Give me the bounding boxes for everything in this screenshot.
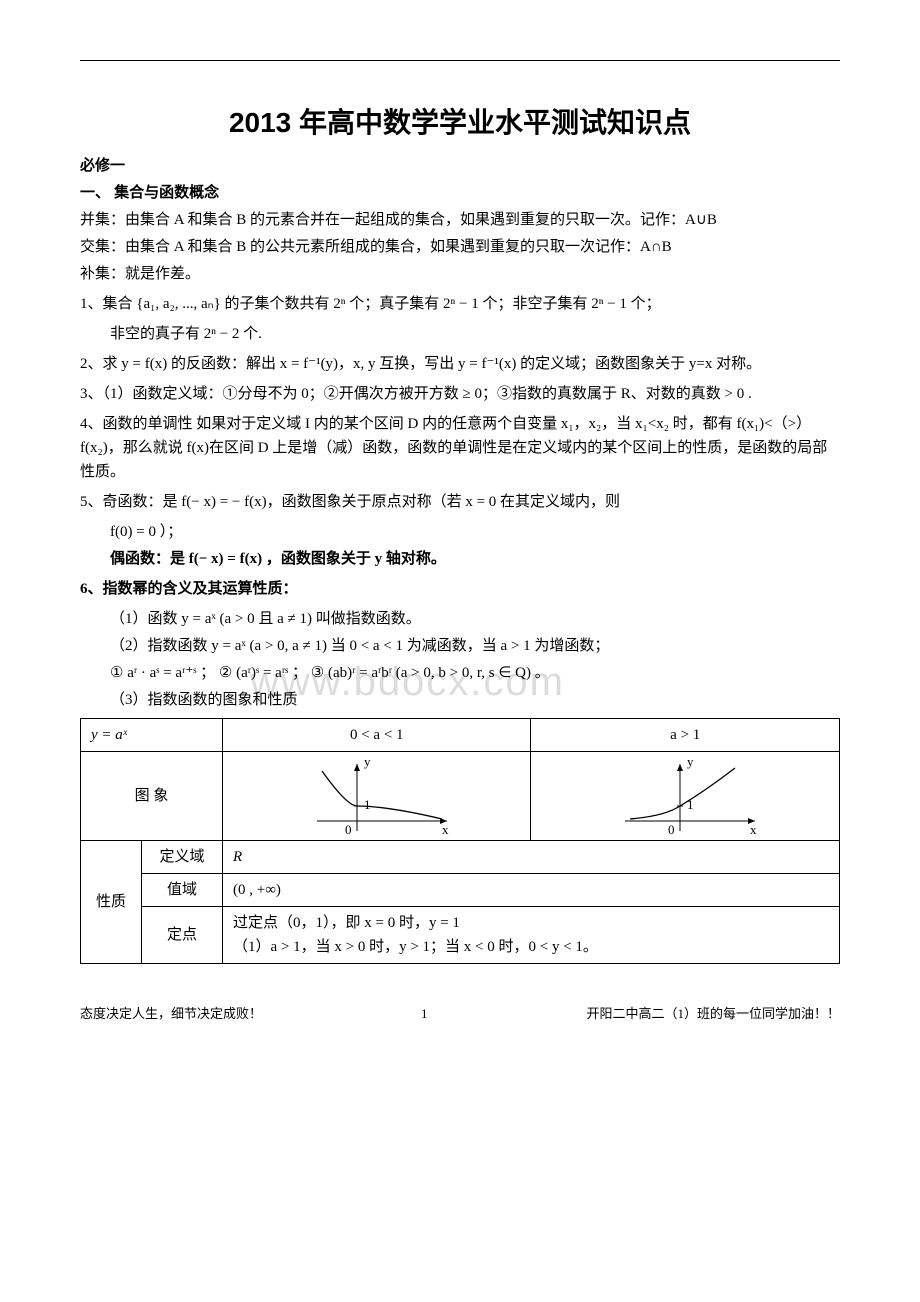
- item-4: 4、函数的单调性 如果对于定义域 I 内的某个区间 D 内的任意两个自变量 x₁…: [80, 412, 840, 484]
- footer-right: 开阳二中高二（1）班的每一位同学加油！！: [586, 1004, 840, 1025]
- cell-fixed-val: 过定点（0，1），即 x = 0 时，y = 1 （1）a > 1，当 x > …: [223, 906, 840, 963]
- item-6: 6、指数幂的含义及其运算性质：: [80, 577, 840, 601]
- item-1b: 非空的真子有 2ⁿ − 2 个.: [80, 322, 840, 346]
- item-1: 1、集合 {a₁, a₂, ..., aₙ} 的子集个数共有 2ⁿ 个；真子集有…: [80, 292, 840, 316]
- y-axis-label: y: [687, 756, 694, 769]
- cell-graph-inc: y x 1 0: [531, 751, 840, 840]
- book-label: 必修一: [80, 154, 840, 178]
- cell-range-label: 值域: [142, 873, 223, 906]
- item-2: 2、求 y = f(x) 的反函数：解出 x = f⁻¹(y)，x, y 互换，…: [80, 352, 840, 376]
- fixed-line1: 过定点（0，1），即 x = 0 时，y = 1: [233, 911, 829, 935]
- cell-func: y = aˣ: [81, 718, 223, 751]
- table-row: 值域 (0 , +∞): [81, 873, 840, 906]
- cell-case1: 0 < a < 1: [223, 718, 531, 751]
- item-5a: 5、奇函数：是 f(− x) = − f(x)，函数图象关于原点对称（若 x =…: [80, 490, 840, 514]
- table-row: y = aˣ 0 < a < 1 a > 1: [81, 718, 840, 751]
- cell-fixed-label: 定点: [142, 906, 223, 963]
- origin-label: 0: [345, 822, 352, 836]
- x-axis-label: x: [442, 822, 449, 836]
- table-row: 性质 定义域 R: [81, 840, 840, 873]
- item-5c-text: 偶函数：是 f(− x) = f(x) ，函数图象关于 y 轴对称。: [110, 551, 446, 567]
- top-rule: [80, 60, 840, 61]
- item-2-text: 2、求 y = f(x) 的反函数：解出 x = f⁻¹(y)，x, y 互换，…: [80, 356, 761, 372]
- y-axis-label: y: [364, 756, 371, 769]
- item-6-3: （3）指数函数的图象和性质: [80, 688, 840, 712]
- item-5b: f(0) = 0 ）；: [80, 520, 840, 544]
- tick-1: 1: [364, 797, 371, 812]
- footer-left: 态度决定人生，细节决定成败！: [80, 1004, 262, 1025]
- cell-graph-dec: y x 1 0: [223, 751, 531, 840]
- item-4-text: 4、函数的单调性 如果对于定义域 I 内的某个区间 D 内的任意两个自变量 x₁…: [80, 416, 827, 480]
- page-title: 2013 年高中数学学业水平测试知识点: [80, 101, 840, 146]
- graph-increasing: y x 1 0: [605, 756, 765, 836]
- item-6-2: （2）指数函数 y = aˣ (a > 0, a ≠ 1) 当 0 < a < …: [80, 634, 840, 658]
- item-3: 3、（1）函数定义域：①分母不为 0；②开偶次方被开方数 ≥ 0；③指数的真数属…: [80, 382, 840, 406]
- cell-graph-label: 图 象: [81, 751, 223, 840]
- cell-prop-label: 性质: [81, 840, 142, 963]
- cell-domain-label: 定义域: [142, 840, 223, 873]
- comp-def: 补集：就是作差。: [80, 262, 840, 286]
- item-5c: 偶函数：是 f(− x) = f(x) ，函数图象关于 y 轴对称。: [80, 547, 840, 571]
- origin-label: 0: [668, 822, 675, 836]
- tick-1: 1: [687, 797, 694, 812]
- graph-decreasing: y x 1 0: [297, 756, 457, 836]
- cell-range-val: (0 , +∞): [223, 873, 840, 906]
- footer-page-number: 1: [421, 1004, 428, 1025]
- union-def: 并集：由集合 A 和集合 B 的元素合并在一起组成的集合，如果遇到重复的只取一次…: [80, 208, 840, 232]
- table-row: 图 象 y x 1 0 y: [81, 751, 840, 840]
- inter-def: 交集：由集合 A 和集合 B 的公共元素所组成的集合，如果遇到重复的只取一次记作…: [80, 235, 840, 259]
- item-6-1: （1）函数 y = aˣ (a > 0 且 a ≠ 1) 叫做指数函数。: [80, 607, 840, 631]
- cell-domain-val: R: [223, 840, 840, 873]
- fixed-line2: （1）a > 1，当 x > 0 时，y > 1；当 x < 0 时，0 < y…: [233, 935, 829, 959]
- table-row: 定点 过定点（0，1），即 x = 0 时，y = 1 （1）a > 1，当 x…: [81, 906, 840, 963]
- exp-table: y = aˣ 0 < a < 1 a > 1 图 象 y x 1 0: [80, 718, 840, 964]
- x-axis-label: x: [750, 822, 757, 836]
- section-heading: 一、 集合与函数概念: [80, 181, 840, 205]
- item-6-rules: ① aʳ · aˢ = aʳ⁺ˢ ； ② (aʳ)ˢ = aʳˢ ； ③ (ab…: [80, 661, 840, 685]
- page-footer: 态度决定人生，细节决定成败！ 1 开阳二中高二（1）班的每一位同学加油！！: [80, 1004, 840, 1025]
- cell-case2: a > 1: [531, 718, 840, 751]
